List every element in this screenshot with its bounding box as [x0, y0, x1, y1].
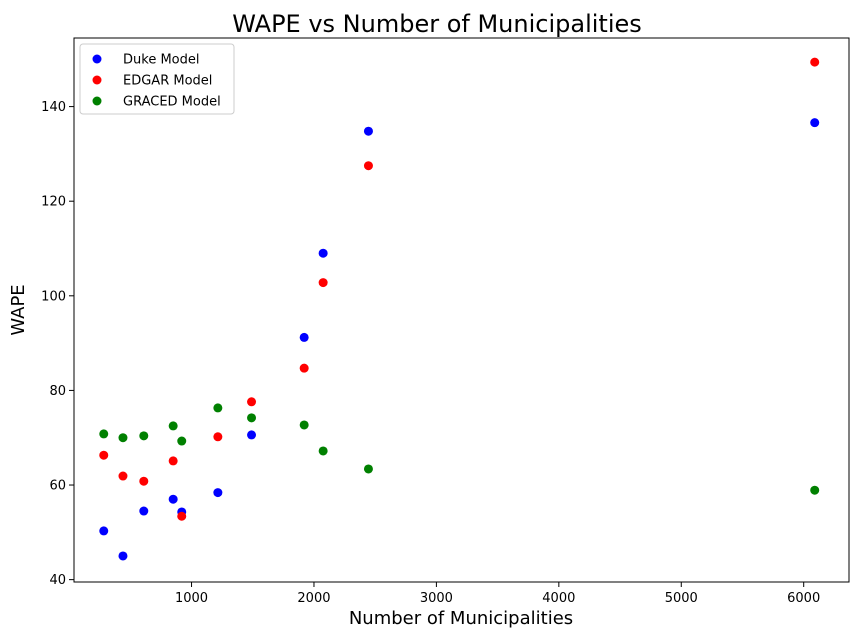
y-axis-label: WAPE: [8, 284, 29, 335]
duke-model-point: [118, 551, 128, 561]
duke-model-point: [139, 506, 149, 516]
y-tick-label: 140: [41, 100, 66, 115]
x-tick-label: 6000: [787, 591, 820, 606]
legend-box: [79, 43, 235, 115]
graced-model-point: [318, 446, 328, 456]
edgar-model-point: [177, 511, 187, 521]
x-tick-label: 2000: [297, 591, 330, 606]
y-tick-label: 80: [49, 384, 66, 399]
y-tick-label: 100: [41, 289, 66, 304]
edgar-model-legend-label: EDGAR Model: [123, 74, 212, 89]
edgar-model-point: [213, 432, 223, 442]
x-tick-label: 4000: [542, 591, 575, 606]
y-tick-label: 40: [49, 573, 66, 588]
x-axis-label: Number of Municipalities: [349, 608, 573, 629]
duke-model-point: [213, 488, 223, 498]
duke-model-point: [247, 430, 257, 440]
x-tick-label: 5000: [665, 591, 698, 606]
graced-model-point: [139, 431, 149, 441]
graced-model-point: [177, 436, 187, 446]
edgar-model-point: [810, 57, 820, 67]
edgar-model-point: [363, 161, 373, 171]
graced-model-point: [810, 485, 820, 495]
graced-model-point: [99, 429, 109, 439]
duke-model-point: [363, 126, 373, 136]
y-tick-label: 60: [49, 479, 66, 494]
graced-model-legend-label: GRACED Model: [123, 95, 221, 110]
y-axis: 40 60 80 100 120 140: [41, 100, 74, 588]
duke-model-legend-label: Duke Model: [123, 53, 199, 68]
duke-model-point: [168, 494, 178, 504]
edgar-model-point: [168, 456, 178, 466]
graced-model-point: [168, 421, 178, 431]
x-axis: 1000 2000 3000 4000 5000 6000: [175, 582, 820, 606]
graced-model-legend-marker: [92, 96, 102, 106]
edgar-model-point: [247, 397, 257, 407]
legend: Duke Model EDGAR Model GRACED Model: [79, 43, 235, 115]
plot-area: [73, 37, 850, 583]
edgar-model-point: [318, 278, 328, 288]
graced-model-point: [299, 420, 309, 430]
edgar-model-legend-marker: [92, 75, 102, 85]
graced-model-point: [118, 433, 128, 443]
y-tick-label: 120: [41, 195, 66, 210]
edgar-model-point: [139, 476, 149, 486]
graced-model-point: [213, 403, 223, 413]
edgar-model-point: [299, 363, 309, 373]
graced-model-point: [247, 413, 257, 423]
duke-model-point: [810, 118, 820, 128]
x-tick-label: 3000: [420, 591, 453, 606]
duke-model-legend-marker: [92, 54, 102, 64]
x-tick-label: 1000: [175, 591, 208, 606]
duke-model-point: [318, 248, 328, 258]
edgar-model-point: [99, 450, 109, 460]
duke-model-point: [299, 332, 309, 342]
duke-model-point: [99, 526, 109, 536]
data-points: [99, 57, 820, 561]
edgar-model-point: [118, 471, 128, 481]
chart-title: WAPE vs Number of Municipalities: [232, 10, 642, 38]
graced-model-point: [363, 464, 373, 474]
